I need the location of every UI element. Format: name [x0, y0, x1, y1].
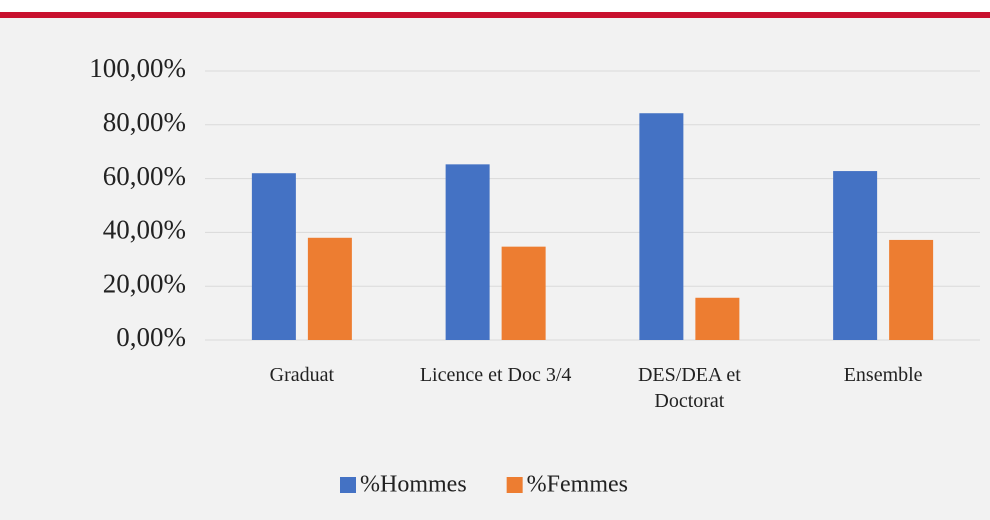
y-tick-label: 40,00% [103, 215, 186, 245]
y-tick-label: 20,00% [103, 268, 186, 298]
chart-panel [0, 18, 990, 520]
bar [445, 164, 490, 340]
y-tick-label: 80,00% [103, 107, 186, 137]
y-tick-label: 100,00% [89, 53, 186, 83]
x-tick-label: DES/DEA et Doctorat [637, 364, 741, 412]
bar [251, 173, 296, 340]
bar [695, 297, 740, 340]
bar [307, 237, 352, 340]
x-tick-label: Ensemble [843, 364, 923, 386]
legend-label: %Hommes [360, 472, 467, 498]
bar [889, 239, 934, 340]
bar [833, 171, 878, 340]
y-tick-label: 0,00% [116, 322, 186, 352]
x-tick-label: Licence et Doc 3/4 [419, 364, 572, 386]
legend-swatch [340, 477, 356, 493]
x-tick-label: Graduat [269, 364, 335, 386]
legend-swatch [506, 477, 523, 493]
bar [501, 246, 546, 340]
y-tick-label: 60,00% [103, 161, 186, 191]
bar [639, 113, 684, 340]
legend-label: %Femmes [527, 472, 628, 498]
top-bar [0, 12, 990, 18]
